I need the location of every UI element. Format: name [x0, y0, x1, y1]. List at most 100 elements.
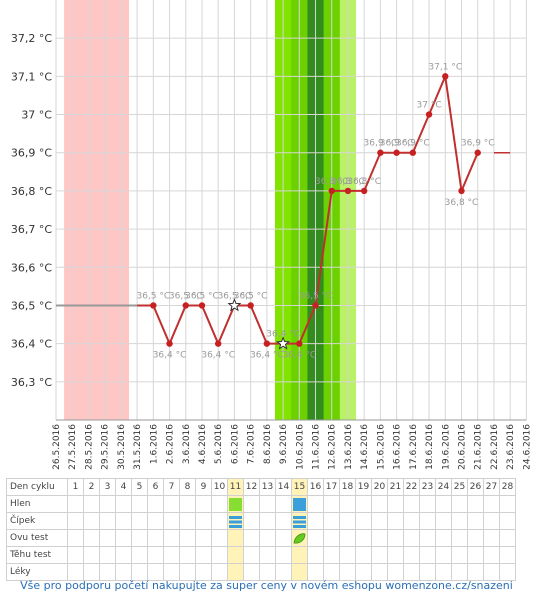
- day-cell: [227, 529, 244, 547]
- day-cell: [483, 495, 500, 513]
- dot-marker: [166, 340, 173, 347]
- day-cell: 15: [291, 478, 308, 496]
- day-cell: [371, 529, 388, 547]
- y-axis-ticks: 36,3 °C 36,4 °C 36,5 °C 36,6 °C 36,7 °C 36,8 …: [11, 32, 52, 389]
- day-cell: [355, 495, 372, 513]
- day-cell: [243, 546, 260, 564]
- day-cell: [483, 546, 500, 564]
- chart-grid: [55, 0, 527, 421]
- day-cell: 13: [259, 478, 276, 496]
- day-cell: [195, 546, 212, 564]
- data-label: 36,9 °C: [461, 139, 495, 149]
- day-cell: [259, 495, 276, 513]
- y-tick-label: 37 °C: [21, 109, 52, 122]
- day-cell: [147, 512, 164, 530]
- day-cell: [435, 546, 452, 564]
- day-cell: 20: [371, 478, 388, 496]
- day-cell: [131, 529, 148, 547]
- day-cell: [67, 546, 84, 564]
- promo-link[interactable]: Vše pro podporu početí nakupujte za supe…: [20, 579, 513, 592]
- day-cell: [291, 529, 308, 547]
- day-cell: 8: [179, 478, 196, 496]
- day-cell: [195, 512, 212, 530]
- day-cell: [227, 546, 244, 564]
- day-cell: [179, 563, 196, 581]
- row-label: Den cyklu: [6, 478, 68, 496]
- day-cell: [131, 512, 148, 530]
- day-cell: [179, 495, 196, 513]
- temperature-line: [137, 72, 479, 347]
- day-cell: [403, 512, 420, 530]
- day-cell: [291, 495, 308, 513]
- day-cell: [355, 546, 372, 564]
- dot-marker: [409, 149, 417, 156]
- day-cell: [387, 512, 404, 530]
- dot-marker: [474, 149, 481, 156]
- day-cell: [163, 512, 180, 530]
- day-cell: 11: [227, 478, 244, 496]
- dot-marker: [215, 340, 222, 347]
- cervix-marker: [293, 515, 306, 528]
- data-label: 36,8 °C: [445, 198, 479, 208]
- data-label: 36,4 °C: [153, 351, 187, 361]
- day-cell: [467, 563, 484, 581]
- data-label: 36,9 °C: [364, 139, 398, 149]
- bbt-chart: 36,3 °C 36,4 °C 36,5 °C 36,6 °C 36,7 °C 36,8 …: [11, 0, 532, 470]
- day-cell: [371, 495, 388, 513]
- day-cell: [147, 546, 164, 564]
- day-cell: [259, 563, 276, 581]
- x-tick-label: 10.6.2016: [295, 424, 305, 470]
- day-cell: [275, 563, 292, 581]
- day-cell: [163, 529, 180, 547]
- day-cell: [179, 512, 196, 530]
- day-cell: [467, 546, 484, 564]
- day-cell: [307, 546, 324, 564]
- x-tick-label: 14.6.2016: [360, 424, 370, 470]
- day-cell: 21: [387, 478, 404, 496]
- day-cell: [291, 563, 308, 581]
- day-cell: [483, 529, 500, 547]
- day-cell: [227, 495, 244, 513]
- x-tick-label: 21.6.2016: [474, 424, 484, 470]
- day-cell: [387, 546, 404, 564]
- day-cell: [195, 495, 212, 513]
- day-cell: [83, 563, 100, 581]
- day-cell: [403, 529, 420, 547]
- day-cell: [451, 512, 468, 530]
- x-tick-label: 18.6.2016: [425, 424, 435, 470]
- day-cell: [115, 563, 132, 581]
- day-cell: 3: [99, 478, 116, 496]
- data-label: 36,5 °C: [169, 291, 203, 301]
- table-row: Ovu test: [6, 529, 516, 547]
- day-cell: [99, 546, 116, 564]
- day-cell: [419, 546, 436, 564]
- day-cell: [403, 563, 420, 581]
- dot-marker: [263, 340, 271, 347]
- day-cell: 23: [419, 478, 436, 496]
- data-label: 36,5 °C: [136, 291, 170, 301]
- day-cell: [131, 495, 148, 513]
- day-cell: [211, 546, 228, 564]
- day-cell: [403, 546, 420, 564]
- day-cell: [99, 495, 116, 513]
- cervix-marker: [229, 515, 242, 528]
- x-tick-label: 29.5.2016: [101, 424, 111, 470]
- day-cell: 18: [339, 478, 356, 496]
- dot-marker: [425, 111, 433, 118]
- day-cell: [259, 529, 276, 547]
- row-label: Léky: [6, 563, 68, 581]
- x-tick-label: 9.6.2016: [279, 424, 289, 464]
- day-cell: [339, 529, 356, 547]
- y-tick-label: 36,5 °C: [11, 299, 52, 312]
- day-cell: [115, 495, 132, 513]
- day-cell: [387, 529, 404, 547]
- x-tick-label: 8.6.2016: [263, 424, 273, 464]
- row-label: Těhu test: [6, 546, 68, 564]
- x-tick-label: 23.6.2016: [506, 424, 516, 470]
- dot-marker: [328, 187, 335, 195]
- day-cell: [451, 546, 468, 564]
- day-cell: [147, 529, 164, 547]
- data-label: 36,4 °C: [250, 351, 284, 361]
- day-cell: [67, 563, 84, 581]
- day-cell: 10: [211, 478, 228, 496]
